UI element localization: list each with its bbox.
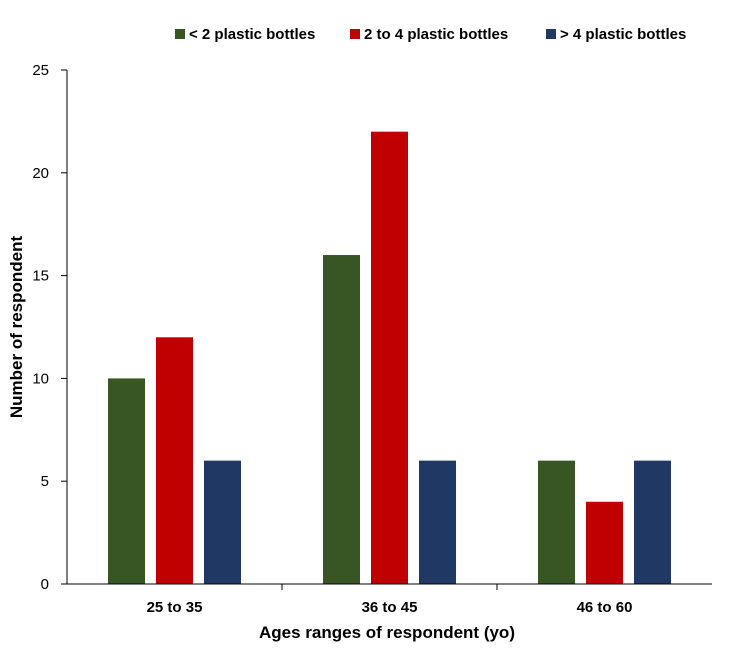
bar-46-to-60-series-2 — [586, 501, 623, 584]
y-tick-label: 15 — [32, 268, 49, 285]
x-axis-ticks: 25 to 35 36 to 45 46 to 60 — [147, 584, 633, 616]
bars — [108, 131, 671, 585]
bar-36-to-45-series-2 — [371, 131, 408, 584]
x-tick-label: 25 to 35 — [147, 599, 203, 616]
bar-36-to-45-series-1 — [323, 255, 360, 585]
y-tick-label: 0 — [41, 576, 49, 593]
x-tick-label: 36 to 45 — [362, 599, 418, 616]
y-axis-title: Number of respondent — [7, 236, 26, 419]
legend-swatch — [175, 29, 185, 39]
y-tick-label: 5 — [41, 473, 49, 490]
bar-25-to-35-series-3 — [204, 460, 241, 584]
y-axis-ticks: 0 5 10 15 20 25 — [32, 62, 67, 593]
y-tick-label: 20 — [32, 165, 49, 182]
legend: < 2 plastic bottles 2 to 4 plastic bottle… — [175, 26, 686, 43]
y-tick-label: 10 — [32, 370, 49, 387]
y-tick-label: 25 — [32, 62, 49, 79]
legend-label: 2 to 4 plastic bottles — [364, 26, 508, 43]
bar-46-to-60-series-1 — [538, 460, 575, 584]
bar-46-to-60-series-3 — [634, 460, 671, 584]
bar-25-to-35-series-1 — [108, 378, 145, 584]
legend-label: < 2 plastic bottles — [189, 26, 315, 43]
x-tick-label: 46 to 60 — [577, 599, 633, 616]
bar-25-to-35-series-2 — [156, 337, 193, 584]
bar-36-to-45-series-3 — [419, 460, 456, 584]
legend-swatch — [350, 29, 360, 39]
legend-swatch — [546, 29, 556, 39]
x-axis-title: Ages ranges of respondent (yo) — [259, 623, 515, 642]
legend-label: > 4 plastic bottles — [560, 26, 686, 43]
